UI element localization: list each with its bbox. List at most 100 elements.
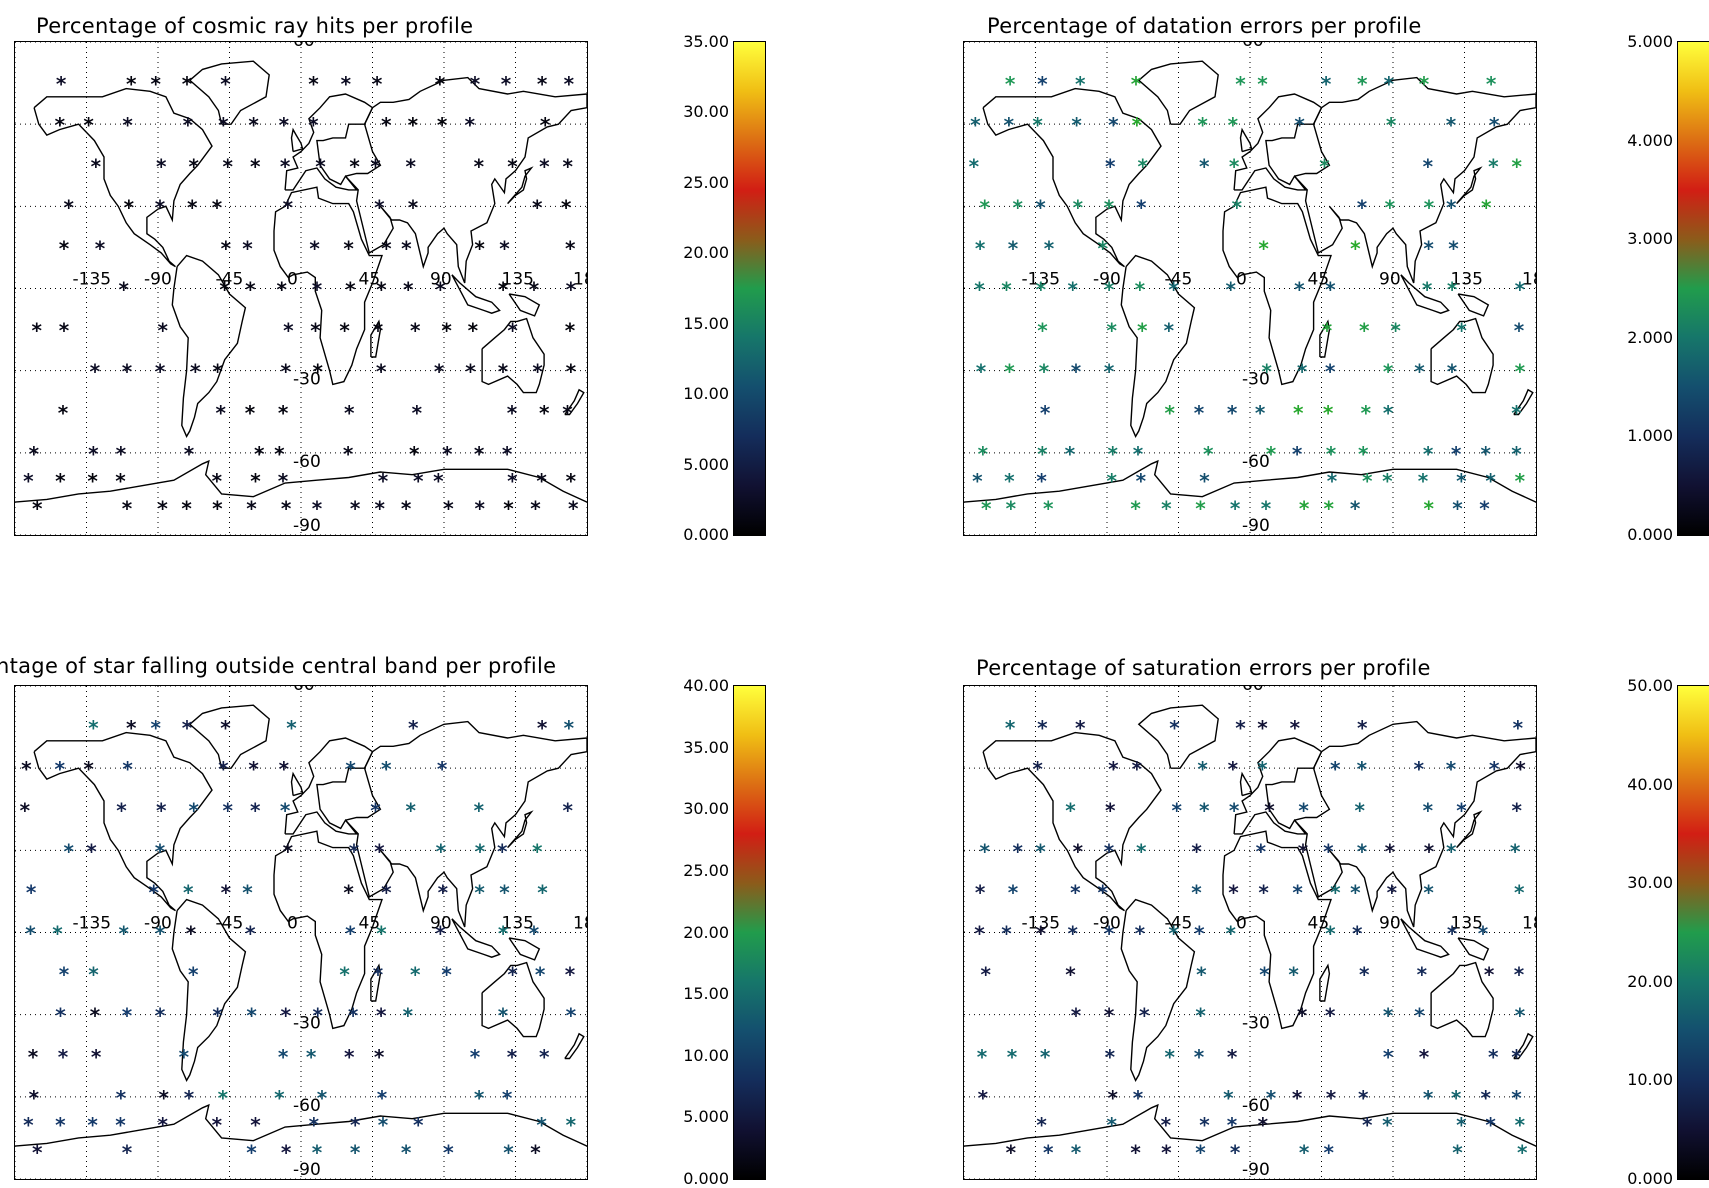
colorbar bbox=[1677, 685, 1709, 1180]
profile-marker: * bbox=[529, 922, 540, 946]
colorbar-tick-label: 15.00 bbox=[639, 314, 729, 333]
profile-marker: * bbox=[308, 72, 319, 96]
profile-marker: * bbox=[436, 839, 447, 863]
profile-marker: * bbox=[91, 154, 102, 178]
profile-marker: * bbox=[507, 401, 518, 425]
profile-marker: * bbox=[55, 757, 66, 781]
profile-marker: * bbox=[1230, 497, 1241, 521]
profile-marker: * bbox=[212, 497, 223, 521]
profile-marker: * bbox=[1357, 716, 1368, 740]
colorbar-tick-label: 20.00 bbox=[639, 923, 729, 942]
lon-label: 90 bbox=[1379, 270, 1401, 290]
profile-marker: * bbox=[474, 880, 485, 904]
profile-marker: * bbox=[378, 469, 389, 493]
profile-marker: * bbox=[254, 442, 265, 466]
profile-marker: * bbox=[1232, 195, 1243, 219]
profile-marker: * bbox=[969, 154, 980, 178]
panel-title: Percentage of datation errors per profil… bbox=[987, 14, 1422, 38]
profile-marker: * bbox=[1133, 442, 1144, 466]
profile-marker: * bbox=[88, 442, 99, 466]
colorbar-tick-label: 30.00 bbox=[1583, 873, 1673, 892]
profile-marker: * bbox=[283, 839, 294, 863]
colorbar-tick-label: 15.00 bbox=[639, 984, 729, 1003]
profile-marker: * bbox=[1514, 319, 1525, 343]
profile-marker: * bbox=[374, 195, 385, 219]
profile-marker: * bbox=[1319, 154, 1330, 178]
profile-marker: * bbox=[345, 757, 356, 781]
profile-marker: * bbox=[972, 469, 983, 493]
profile-marker: * bbox=[376, 360, 387, 384]
profile-marker: * bbox=[562, 401, 573, 425]
profile-marker: * bbox=[507, 1045, 518, 1069]
profile-marker: * bbox=[1361, 401, 1372, 425]
profile-marker: * bbox=[349, 154, 360, 178]
profile-marker: * bbox=[1136, 195, 1147, 219]
panel-title: ntage of star falling outside central ba… bbox=[0, 654, 556, 678]
profile-marker: * bbox=[1456, 1113, 1467, 1137]
profile-marker: * bbox=[1035, 839, 1046, 863]
profile-marker: * bbox=[1481, 195, 1492, 219]
profile-marker: * bbox=[565, 319, 576, 343]
profile-marker: * bbox=[1044, 236, 1055, 260]
profile-marker: * bbox=[1132, 757, 1143, 781]
profile-marker: * bbox=[1199, 154, 1210, 178]
profile-marker: * bbox=[90, 1004, 101, 1028]
profile-marker: * bbox=[413, 469, 424, 493]
profile-marker: * bbox=[1196, 963, 1207, 987]
lon-label: -135 bbox=[73, 914, 112, 934]
profile-marker: * bbox=[970, 113, 981, 137]
profile-marker: * bbox=[1385, 195, 1396, 219]
profile-marker: * bbox=[468, 319, 479, 343]
profile-marker: * bbox=[1481, 1086, 1492, 1110]
profile-marker: * bbox=[1171, 798, 1182, 822]
profile-marker: * bbox=[1446, 113, 1457, 137]
profile-marker: * bbox=[1511, 442, 1522, 466]
profile-marker: * bbox=[1386, 113, 1397, 137]
profile-marker: * bbox=[1390, 319, 1401, 343]
profile-marker: * bbox=[408, 113, 419, 137]
profile-marker: * bbox=[1131, 72, 1142, 96]
profile-marker: * bbox=[1191, 880, 1202, 904]
world-map: -135-90-4504590135180-30-60-9060********… bbox=[14, 685, 588, 1180]
profile-marker: * bbox=[32, 1141, 43, 1165]
profile-marker: * bbox=[507, 154, 518, 178]
profile-marker: * bbox=[413, 1113, 424, 1137]
profile-marker: * bbox=[1137, 319, 1148, 343]
profile-marker: * bbox=[1489, 757, 1500, 781]
profile-marker: * bbox=[343, 442, 354, 466]
profile-marker: * bbox=[470, 72, 481, 96]
profile-marker: * bbox=[116, 442, 127, 466]
profile-marker: * bbox=[246, 1141, 257, 1165]
profile-marker: * bbox=[409, 442, 420, 466]
profile-marker: * bbox=[1325, 922, 1336, 946]
profile-marker: * bbox=[1005, 716, 1016, 740]
profile-marker: * bbox=[406, 154, 417, 178]
coastline bbox=[565, 1034, 584, 1059]
profile-marker: * bbox=[1299, 497, 1310, 521]
colorbar-tick-label: 35.00 bbox=[639, 738, 729, 757]
profile-marker: * bbox=[1326, 442, 1337, 466]
profile-marker: * bbox=[1423, 798, 1434, 822]
profile-marker: * bbox=[1075, 72, 1086, 96]
profile-marker: * bbox=[1481, 442, 1492, 466]
profile-marker: * bbox=[474, 497, 485, 521]
profile-marker: * bbox=[381, 236, 392, 260]
profile-marker: * bbox=[1007, 1045, 1018, 1069]
profile-marker: * bbox=[1136, 839, 1147, 863]
profile-marker: * bbox=[1164, 1045, 1175, 1069]
profile-marker: * bbox=[313, 1004, 324, 1028]
profile-marker: * bbox=[1107, 469, 1118, 493]
profile-marker: * bbox=[1255, 401, 1266, 425]
profile-marker: * bbox=[221, 236, 232, 260]
profile-marker: * bbox=[1358, 442, 1369, 466]
profile-marker: * bbox=[20, 798, 31, 822]
profile-marker: * bbox=[1514, 963, 1525, 987]
profile-marker: * bbox=[184, 442, 195, 466]
profile-marker: * bbox=[279, 113, 290, 137]
profile-marker: * bbox=[248, 113, 259, 137]
profile-marker: * bbox=[1383, 1004, 1394, 1028]
profile-marker: * bbox=[443, 1141, 454, 1165]
panel-title: Percentage of saturation errors per prof… bbox=[976, 656, 1431, 680]
profile-marker: * bbox=[308, 113, 319, 137]
profile-marker: * bbox=[474, 1086, 485, 1110]
